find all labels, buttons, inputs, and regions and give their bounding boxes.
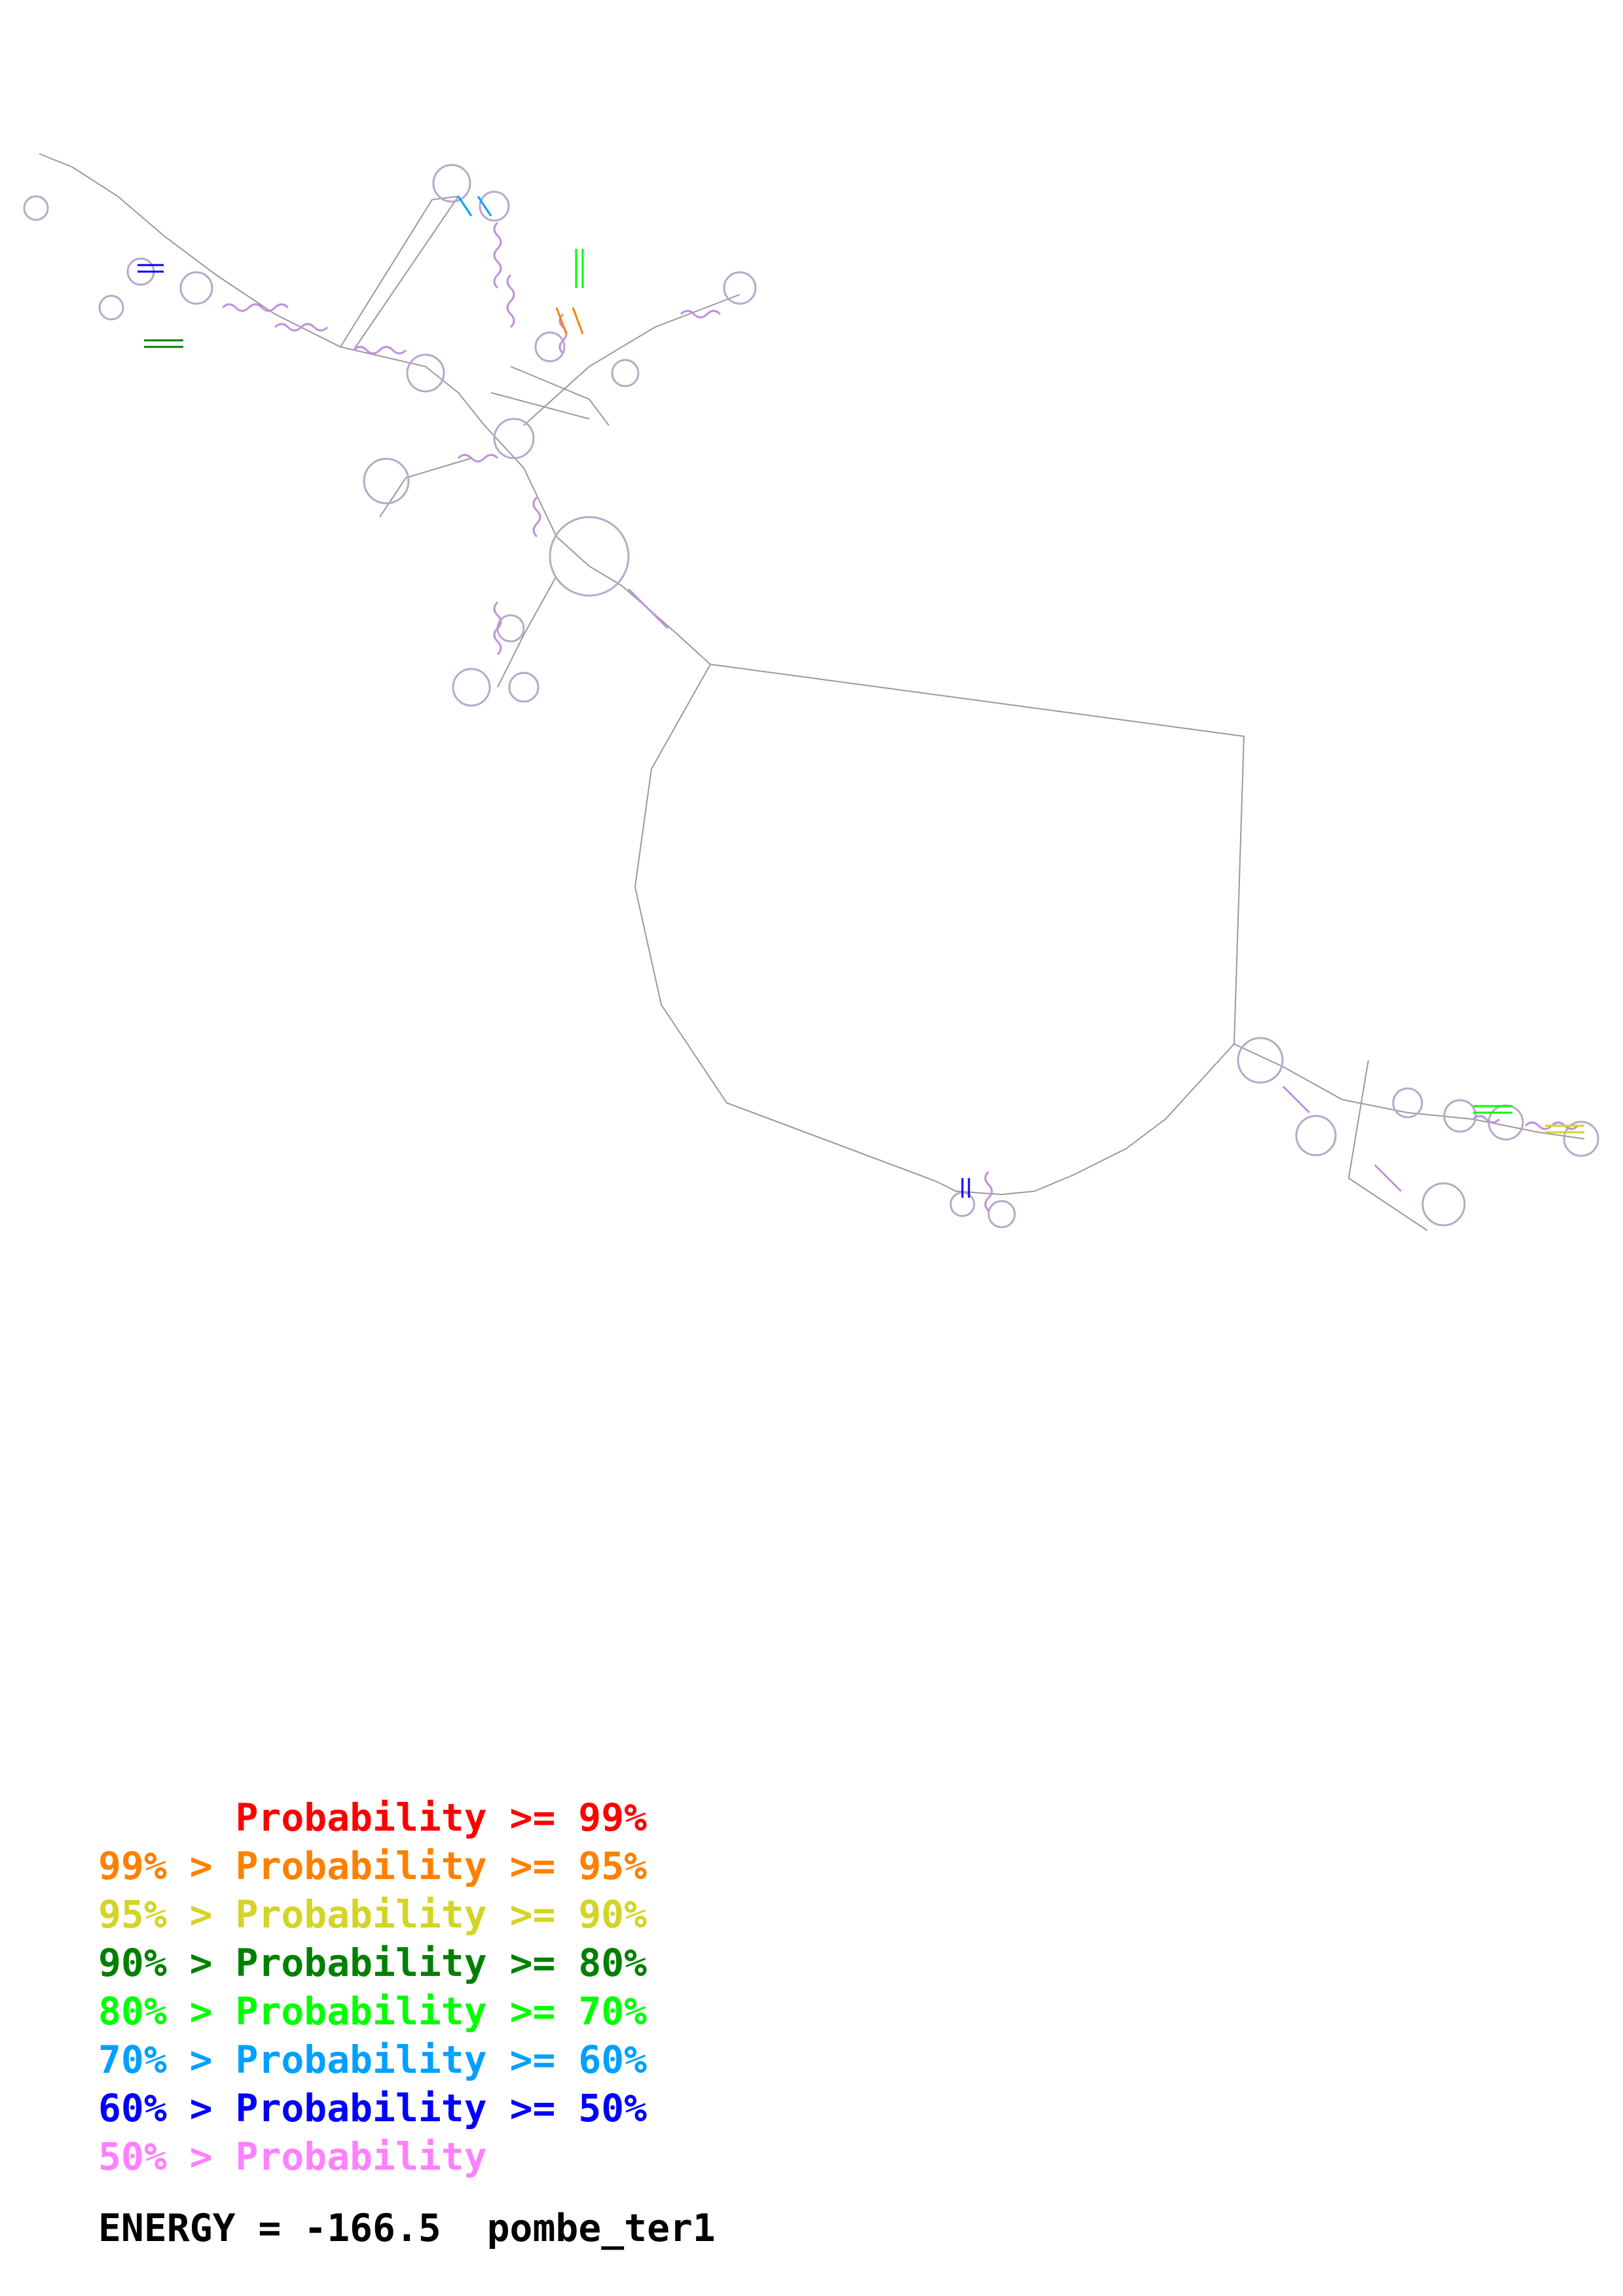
legend-row-95: 99% > Probability >= 95%	[98, 1842, 647, 1890]
helix	[1472, 1115, 1501, 1124]
hairpin-loop	[508, 672, 539, 703]
stem-lightgreen	[575, 249, 584, 288]
energy-value: -166.5	[304, 2206, 441, 2250]
legend-prefix: 70% >	[98, 2037, 213, 2082]
legend-row-50: 60% > Probability >= 50%	[98, 2084, 647, 2132]
hairpin-loop	[179, 271, 213, 305]
hairpin-loop	[479, 190, 510, 222]
legend-suffix: >= 80%	[509, 1941, 647, 1985]
hairpin-loop	[1237, 1037, 1284, 1084]
hairpin-loop	[23, 195, 49, 221]
hairpin-loop	[432, 164, 471, 203]
legend-label: Probability	[235, 2134, 487, 2179]
hairpin-loop	[363, 457, 410, 505]
legend-label: Probability	[235, 1941, 487, 1985]
legend-suffix: >= 99%	[509, 1795, 647, 1840]
legend-suffix: >= 95%	[509, 1844, 647, 1888]
legend-suffix: >= 90%	[509, 1892, 647, 1937]
hairpin-loop	[1392, 1087, 1423, 1119]
stem-orange	[555, 307, 584, 334]
link-right-branch	[523, 294, 740, 426]
legend-suffix: >= 50%	[509, 2086, 647, 2130]
energy-footer: ENERGY = -166.5 pombe_ter1	[98, 2206, 716, 2250]
hairpin-loop	[1443, 1099, 1477, 1133]
loop-circles	[23, 164, 1599, 1229]
legend-prefix: 80% >	[98, 1989, 213, 2034]
hairpin-loop	[1421, 1182, 1466, 1227]
helix	[457, 454, 499, 463]
legend-label: Probability	[235, 1989, 487, 2034]
backbone	[39, 153, 1585, 1231]
sequence-name: pombe_ter1	[486, 2206, 716, 2250]
helix	[274, 323, 329, 332]
helix-stacks	[221, 221, 1579, 1212]
hairpin-loop	[406, 353, 445, 393]
hairpin-loop	[452, 668, 491, 707]
helix	[1374, 1164, 1402, 1193]
legend-row-70: 80% > Probability >= 70%	[98, 1987, 647, 2036]
stem-cyan	[457, 196, 492, 217]
link-upper-3	[490, 392, 590, 420]
stem-green-low	[1473, 1105, 1512, 1114]
hairpin-loop	[723, 271, 757, 305]
helix	[493, 601, 502, 656]
rna-secondary-structure	[23, 153, 1599, 1231]
legend-row-99: Probability >= 99%	[98, 1793, 647, 1842]
legend-prefix: 50% >	[98, 2134, 213, 2179]
legend-prefix: 60% >	[98, 2086, 213, 2130]
hairpin-loop	[1295, 1115, 1337, 1157]
upper-branch-backbone	[39, 153, 711, 665]
helix	[532, 496, 541, 538]
legend-label: Probability	[235, 1892, 487, 1937]
stem-blue	[137, 264, 164, 273]
lower-right-backbone	[1233, 1043, 1585, 1139]
legend-label: Probability	[235, 2086, 487, 2130]
legend-prefix: 90% >	[98, 1941, 213, 1985]
energy-label: ENERGY =	[98, 2206, 282, 2250]
helix	[1282, 1085, 1311, 1114]
hairpin-loop	[534, 331, 566, 363]
stem-olive	[1545, 1124, 1584, 1134]
legend-prefix: 99% >	[98, 1844, 213, 1888]
legend-row-90: 95% > Probability >= 90%	[98, 1890, 647, 1939]
link-left-branch	[379, 457, 472, 518]
colored-stems	[137, 196, 1584, 1198]
legend-label: Probability	[235, 2037, 487, 2082]
legend-row-60: 70% > Probability >= 60%	[98, 2036, 647, 2084]
probability-legend: Probability >= 99% 99% > Probability >= …	[98, 1793, 647, 2181]
helix	[221, 303, 289, 312]
hairpin-loop	[987, 1200, 1016, 1229]
legend-prefix: 95% >	[98, 1892, 213, 1937]
main-loop-backbone	[634, 664, 1245, 1196]
helix	[352, 346, 407, 355]
legend-row-80: 90% > Probability >= 80%	[98, 1939, 647, 1987]
lower-right-link	[1347, 1060, 1428, 1231]
hairpin-loop	[496, 614, 525, 643]
legend-label: Probability	[235, 1795, 487, 1840]
stem-green	[144, 339, 183, 348]
legend-label: Probability	[235, 1844, 487, 1888]
hairpin-loop	[611, 359, 640, 387]
link-upper-2	[510, 366, 610, 426]
multiloop-center	[549, 516, 630, 597]
link-upper-1	[340, 195, 460, 351]
helix	[627, 588, 669, 630]
helix	[984, 1170, 993, 1212]
legend-suffix: >= 60%	[509, 2037, 647, 2082]
helix	[493, 221, 502, 289]
helix	[680, 310, 721, 319]
hairpin-loop	[1563, 1121, 1599, 1157]
legend-row-below-50: 50% > Probability	[98, 2132, 647, 2181]
link-lower-branch	[497, 575, 557, 688]
hairpin-loop	[98, 295, 124, 321]
hairpin-loop	[493, 418, 535, 459]
helix	[506, 274, 515, 329]
stem-blue-low	[961, 1178, 970, 1198]
legend-suffix: >= 70%	[509, 1989, 647, 2034]
